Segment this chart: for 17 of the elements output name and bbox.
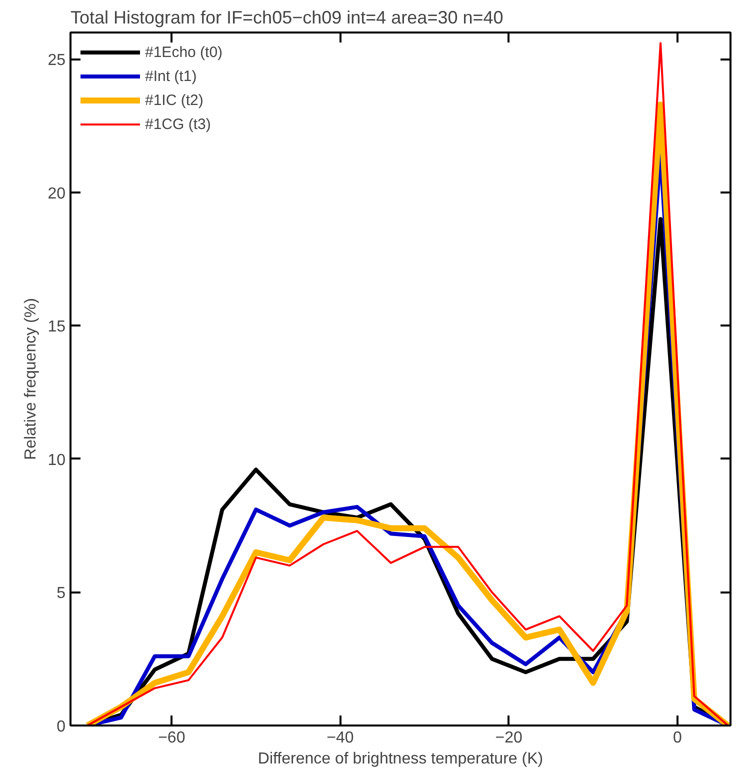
legend-label: #1CG (t3)	[145, 116, 211, 132]
x-tick-label: −60	[158, 730, 186, 746]
legend-label: #1IC (t2)	[145, 92, 204, 108]
x-tick-label: −40	[326, 730, 354, 746]
x-tick-label: −20	[495, 730, 522, 746]
chart-title: Total Histogram for IF=ch05−ch09 int=4 area=30 n=40	[70, 8, 504, 28]
x-axis-title: Difference of brightness temperature (K)	[258, 750, 544, 768]
y-axis-title: Relative frequency (%)	[22, 298, 40, 460]
y-tick-label: 0	[56, 718, 66, 736]
y-tick-label: 15	[48, 318, 66, 336]
legend-label: #Int (t1)	[145, 68, 197, 84]
y-tick-label: 20	[48, 185, 66, 202]
y-tick-label: 5	[56, 585, 66, 602]
y-tick-label: 25	[48, 52, 66, 70]
x-tick-label: 0	[672, 730, 682, 746]
y-tick-label: 10	[48, 452, 66, 469]
legend-label: #1Echo (t0)	[145, 44, 223, 60]
